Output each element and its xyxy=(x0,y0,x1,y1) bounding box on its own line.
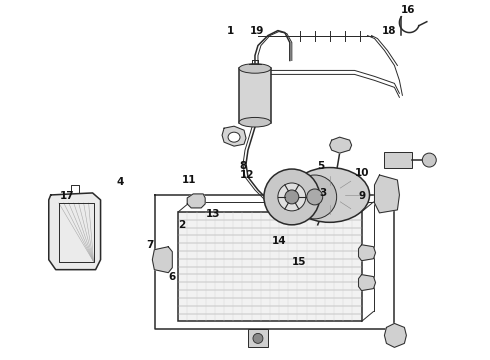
Polygon shape xyxy=(187,194,205,208)
Text: 11: 11 xyxy=(182,175,196,185)
Circle shape xyxy=(422,153,436,167)
Ellipse shape xyxy=(239,117,271,127)
Circle shape xyxy=(307,189,323,205)
Text: 17: 17 xyxy=(59,191,74,201)
Text: 1: 1 xyxy=(227,26,234,36)
Bar xyxy=(239,68,271,123)
Ellipse shape xyxy=(290,167,369,222)
Bar xyxy=(248,329,268,347)
Text: 12: 12 xyxy=(240,170,255,180)
Text: 9: 9 xyxy=(359,191,366,201)
Text: 7: 7 xyxy=(146,239,153,249)
Polygon shape xyxy=(152,247,172,273)
Circle shape xyxy=(293,175,337,219)
Text: 6: 6 xyxy=(168,272,175,282)
Text: 19: 19 xyxy=(250,26,265,36)
Text: 16: 16 xyxy=(401,5,416,15)
Bar xyxy=(385,152,413,168)
Text: 5: 5 xyxy=(317,161,324,171)
Ellipse shape xyxy=(228,132,240,142)
Polygon shape xyxy=(385,323,406,347)
Text: 13: 13 xyxy=(206,209,220,219)
Text: 8: 8 xyxy=(239,161,246,171)
Text: 4: 4 xyxy=(117,177,124,187)
Polygon shape xyxy=(374,175,399,213)
Text: 18: 18 xyxy=(382,26,396,36)
Polygon shape xyxy=(222,126,246,146)
Circle shape xyxy=(278,183,306,211)
Text: 10: 10 xyxy=(355,168,369,178)
Polygon shape xyxy=(359,275,375,291)
Text: 3: 3 xyxy=(319,188,327,198)
Circle shape xyxy=(264,169,319,225)
Ellipse shape xyxy=(239,64,271,73)
Circle shape xyxy=(253,333,263,343)
Text: 2: 2 xyxy=(178,220,185,230)
Polygon shape xyxy=(330,137,352,153)
Circle shape xyxy=(285,190,299,204)
Text: 15: 15 xyxy=(292,257,306,267)
Polygon shape xyxy=(49,193,100,270)
Polygon shape xyxy=(178,212,362,321)
Text: 14: 14 xyxy=(272,236,287,246)
Polygon shape xyxy=(359,245,375,261)
